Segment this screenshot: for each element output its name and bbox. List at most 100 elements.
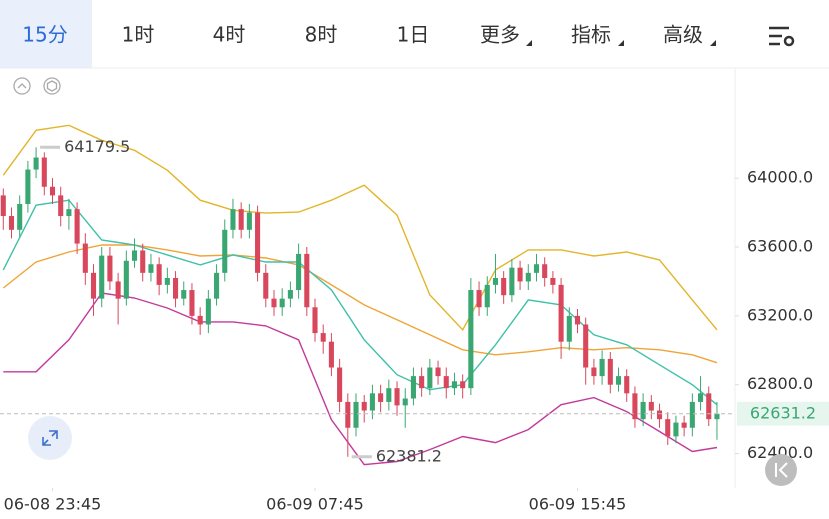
candle-body [0, 195, 6, 217]
last-price-tag [737, 401, 829, 426]
candle-body [714, 413, 720, 420]
candle-body [123, 260, 129, 299]
tab[interactable]: 8时 [305, 23, 338, 47]
candle-body [353, 401, 359, 428]
candle-body [287, 290, 293, 299]
candle-body [460, 381, 466, 389]
expand-button[interactable] [28, 416, 72, 460]
candle-body [246, 212, 252, 230]
indicator-line [3, 292, 718, 466]
candle-body [8, 216, 15, 230]
candle-body [58, 195, 64, 217]
candle-body [140, 250, 146, 273]
candle-body [492, 278, 499, 285]
min-label: 62381.2 [376, 446, 442, 465]
candle-body [517, 267, 523, 282]
candle-body [156, 264, 162, 285]
candle-body [90, 272, 97, 299]
candle-body [443, 376, 449, 389]
candle-body [615, 376, 622, 385]
candle-body [238, 209, 244, 230]
tab[interactable]: 更多 [480, 23, 520, 47]
candle-body [82, 243, 88, 273]
candle-body [640, 401, 646, 420]
candle-body [115, 281, 121, 299]
y-tick-label: 63600.0 [747, 237, 813, 256]
candle-body [222, 229, 228, 273]
candle-body [706, 393, 712, 420]
max-label: 64179.5 [64, 137, 130, 156]
dropdown-arrow [710, 40, 716, 46]
candle-body [164, 278, 170, 285]
candle-body [673, 422, 679, 437]
candle-body [189, 290, 195, 316]
candle-body [599, 358, 605, 377]
candle-body [49, 186, 56, 196]
candle-body [665, 419, 671, 437]
candle-body [25, 169, 31, 204]
candle-body [427, 367, 433, 389]
candle-body [632, 393, 638, 420]
dropdown-arrow [526, 40, 532, 46]
tab[interactable]: 1时 [122, 23, 155, 47]
candle-body [17, 203, 23, 230]
candle-body [312, 307, 318, 334]
candle-body [566, 315, 572, 342]
dropdown-arrow [618, 40, 624, 46]
tab[interactable]: 高级 [663, 23, 703, 47]
tab[interactable]: 指标 [571, 23, 611, 47]
candle-body [181, 290, 187, 299]
toolbar [0, 0, 829, 68]
candle-body [386, 388, 392, 402]
candle-body [533, 264, 540, 273]
candle-body [550, 278, 556, 285]
candle-body [648, 401, 654, 411]
candle-body [558, 284, 564, 342]
y-tick-label: 62800.0 [747, 374, 813, 393]
candle-body [468, 290, 474, 389]
x-tick-label: 06-09 07:45 [266, 495, 364, 514]
candle-body [361, 401, 367, 411]
candle-body [263, 272, 269, 299]
candle-body [296, 253, 302, 291]
candle-body [656, 410, 663, 420]
candle-body [607, 358, 613, 385]
candle-body [402, 398, 408, 406]
candle-body [484, 284, 490, 308]
candle-body [378, 393, 384, 402]
collapse-icons[interactable] [13, 77, 61, 95]
candle-body [410, 376, 416, 399]
settings-icon[interactable] [769, 26, 795, 47]
candle-body [271, 298, 277, 308]
y-tick-label: 62400.0 [747, 443, 813, 462]
candle-body [345, 401, 351, 428]
candle-body [74, 209, 80, 244]
candle-body [369, 393, 375, 411]
candle-body [173, 278, 179, 299]
candle-body [574, 315, 581, 325]
candle-body [230, 209, 236, 230]
x-tick-label: 06-09 15:45 [529, 495, 627, 514]
candle-body [328, 341, 334, 368]
candle-body [99, 255, 105, 299]
tab[interactable]: 4时 [213, 23, 246, 47]
scroll-to-latest[interactable] [765, 454, 797, 486]
candle-body [197, 315, 203, 325]
candle-body [205, 298, 211, 325]
candle-body [525, 272, 531, 282]
tab[interactable]: 1日 [397, 23, 430, 47]
candle-body [148, 264, 154, 273]
candle-body [435, 367, 441, 377]
candle-body [33, 157, 39, 170]
indicator-line [2, 244, 718, 364]
candle-body [304, 253, 310, 308]
candle-body [501, 278, 507, 296]
candle-body [451, 381, 457, 389]
candle-body [279, 298, 285, 308]
candle-body [698, 393, 704, 402]
candle-body [681, 422, 687, 428]
tab[interactable]: 15分 [22, 23, 67, 47]
candle-body [41, 157, 47, 187]
indicator-line [2, 124, 718, 331]
